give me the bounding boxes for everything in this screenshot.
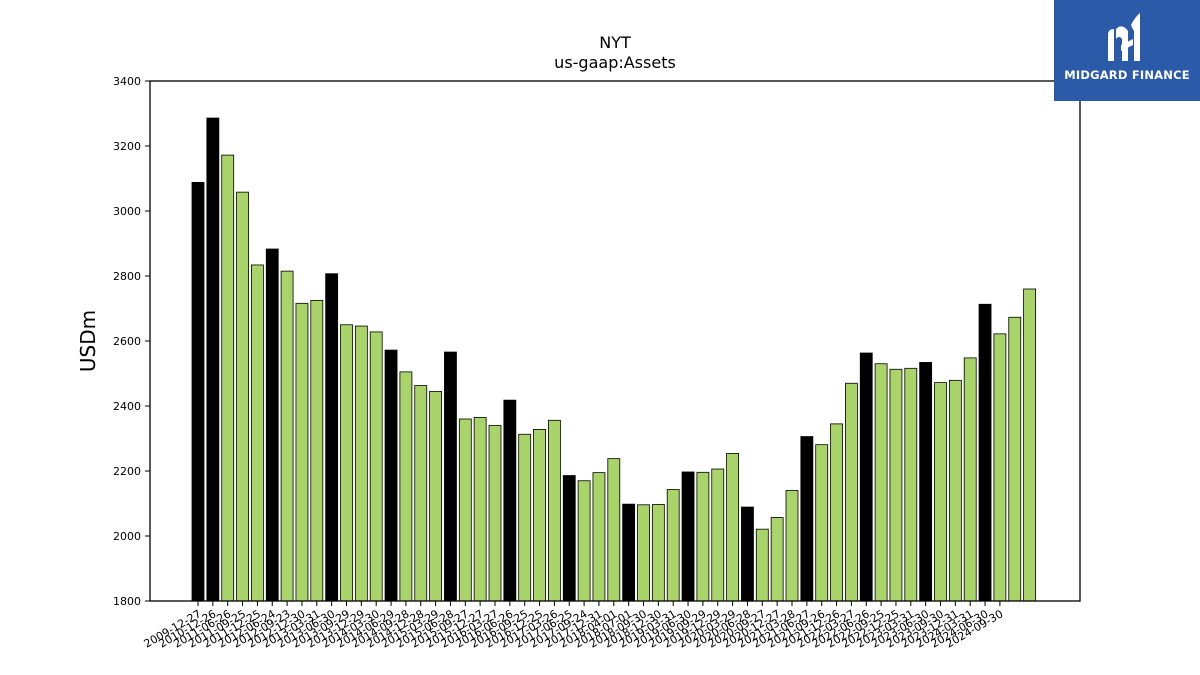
bar [607,458,621,602]
bar [741,506,754,602]
bar [755,528,769,602]
bar [295,302,309,602]
y-tick-label: 3200 [113,140,141,153]
bar [1008,316,1022,602]
bar [592,472,606,602]
y-tick-label: 2200 [113,465,141,478]
bar [666,489,680,602]
bar [815,444,829,602]
brand-name: MIDGARD FINANCE [1064,68,1190,82]
bar [562,475,576,602]
bar [221,154,235,602]
chart-subtitle: us-gaap:Assets [554,53,676,72]
plot-frame [149,80,1081,602]
bar [830,423,843,602]
bar [458,418,472,602]
bar [325,273,339,602]
y-tick-label: 2000 [113,530,141,543]
bar [340,324,353,602]
bar [250,264,264,602]
bar [206,117,220,602]
bar [518,433,532,602]
bar [726,453,739,602]
bar [548,419,561,602]
y-tick-label: 3400 [113,75,141,88]
bar [577,480,591,602]
bar [711,468,725,602]
bar [444,351,457,602]
midgard-logo-icon [1108,13,1140,61]
bar [280,270,294,602]
bar [488,425,502,602]
bars-group [191,117,1036,602]
bar [369,331,383,602]
y-tick-label: 2600 [113,335,141,348]
bar [993,333,1007,602]
bar [696,471,710,602]
bar [800,436,814,602]
bar [919,362,933,602]
bar [429,390,443,602]
bar [622,503,636,602]
y-axis-ticks: 1800 2000 2200 2400 2600 2800 3000 3200 3400 [113,75,150,608]
brand-logo: MIDGARD FINANCE [1054,0,1200,101]
y-axis-label: USDm [76,310,100,372]
bar [904,367,918,602]
y-tick-label: 3000 [113,205,141,218]
bar [533,428,546,602]
bar [414,385,428,602]
bar [978,303,992,602]
bar [265,248,279,602]
x-axis-ticks: 2009-12-272010-12-262011-06-262011-09-25… [142,601,1005,651]
chart-title: NYT [599,33,631,52]
bar [399,371,413,602]
bar [770,517,784,602]
bar [859,352,873,602]
bar [889,368,903,602]
bar [681,471,695,602]
bar [236,191,249,602]
y-tick-label: 2800 [113,270,141,283]
bar [637,504,650,602]
y-tick-label: 1800 [113,595,141,608]
bar [473,416,487,602]
bar [354,325,368,602]
y-tick-label: 2400 [113,400,141,413]
bar [1023,288,1036,602]
bar [948,379,962,602]
bar [934,382,947,602]
bar [845,382,858,602]
bar [963,357,977,602]
bar [651,504,665,602]
bar [384,349,398,602]
bar [191,181,205,602]
bar [785,490,799,602]
bar [310,299,324,602]
bar [503,399,517,602]
bar [874,363,888,602]
